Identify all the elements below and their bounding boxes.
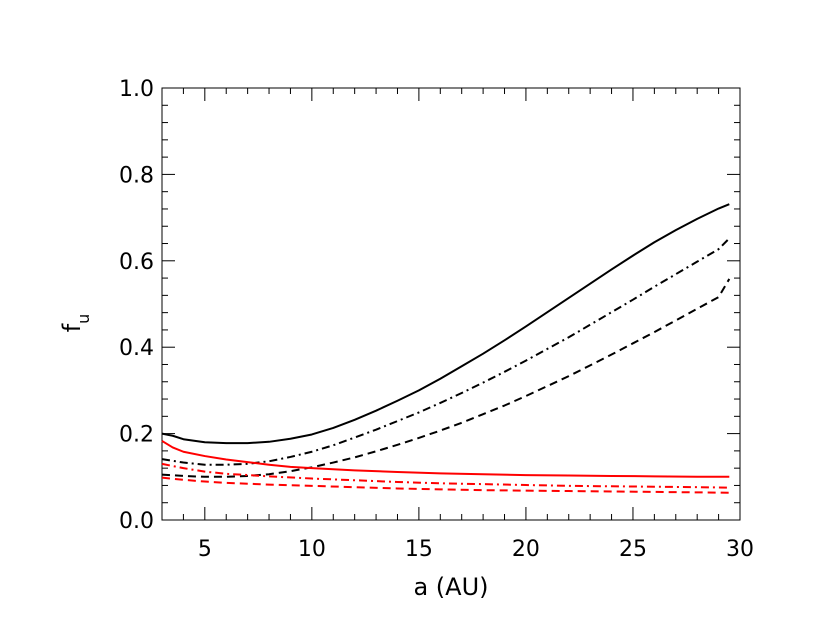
y-axis-title-main: f [58, 323, 86, 332]
series-line-5 [161, 462, 730, 489]
series-line-6 [161, 476, 730, 494]
y-tick-label: 0.8 [119, 163, 154, 188]
y-tick-label: 0.0 [119, 509, 154, 534]
y-axis-title: fu [58, 314, 93, 333]
series-line-3 [161, 278, 731, 478]
series-line-2 [161, 237, 731, 466]
x-tick-label: 25 [619, 537, 647, 562]
axis-ticks [161, 87, 741, 521]
y-axis-title-subscript: u [74, 314, 93, 324]
x-axis-title: a (AU) [413, 573, 488, 601]
x-tick-label: 10 [298, 537, 326, 562]
y-tick-label: 0.6 [119, 250, 154, 275]
x-tick-label: 30 [726, 537, 754, 562]
tick-labels: 5 10 15 20 25 30 0.0 0.2 0.4 0.6 0.8 1.0 [119, 77, 754, 562]
x-tick-label: 20 [512, 537, 540, 562]
series-line-4 [161, 440, 730, 478]
x-tick-label: 15 [405, 537, 433, 562]
y-tick-label: 1.0 [119, 77, 154, 102]
y-tick-label: 0.2 [119, 423, 154, 448]
plot-frame [161, 87, 741, 521]
x-tick-label: 5 [198, 537, 212, 562]
series-line-1 [161, 203, 730, 445]
y-tick-label: 0.4 [119, 336, 154, 361]
series-layer [161, 203, 731, 494]
